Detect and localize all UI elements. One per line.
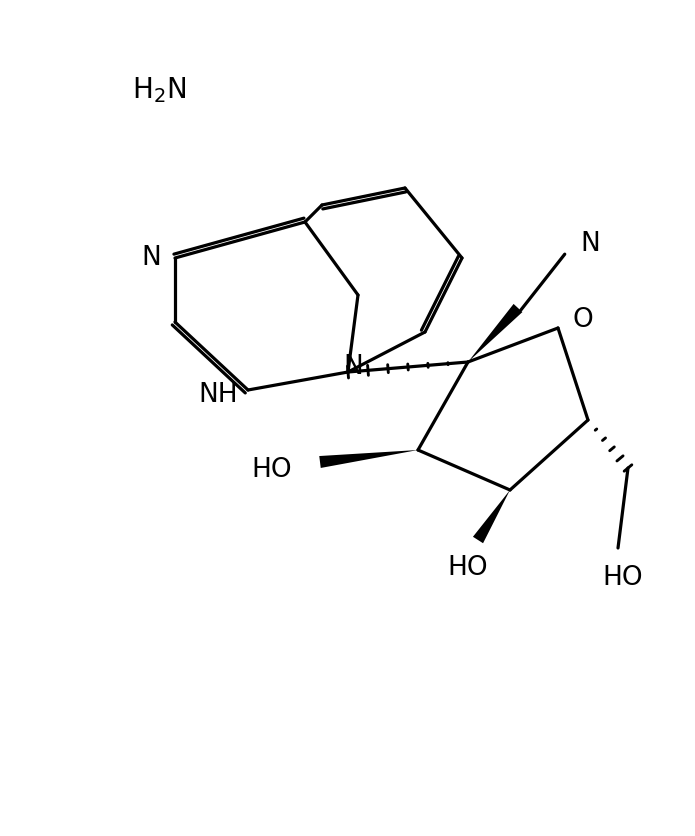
Polygon shape: [468, 304, 523, 362]
Text: O: O: [573, 307, 594, 333]
Polygon shape: [473, 490, 510, 543]
Text: NH: NH: [198, 382, 238, 408]
Text: HO: HO: [448, 555, 489, 581]
Text: HO: HO: [252, 457, 292, 483]
Text: H$_2$N: H$_2$N: [132, 75, 186, 104]
Text: N: N: [141, 245, 161, 271]
Polygon shape: [319, 450, 418, 468]
Text: N: N: [343, 354, 363, 380]
Text: N: N: [580, 231, 600, 257]
Text: HO: HO: [603, 565, 644, 591]
